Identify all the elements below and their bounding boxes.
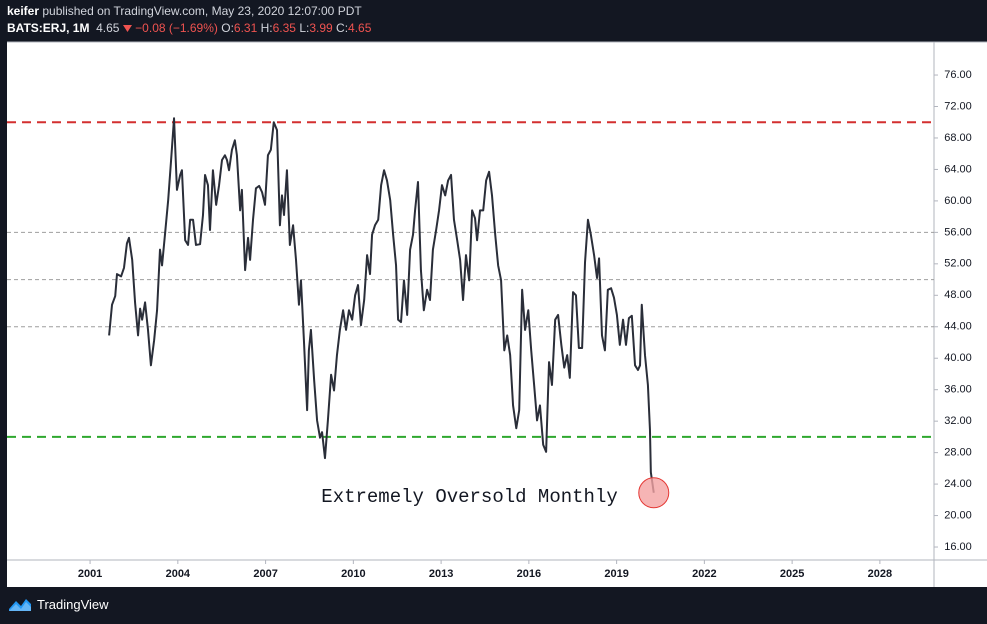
publish-line: keifer published on TradingView.com, May… <box>7 3 371 20</box>
change: −0.08 (−1.69%) <box>135 21 218 35</box>
down-arrow <box>122 25 132 32</box>
x-tick-label: 2019 <box>604 568 628 580</box>
chart: 16.00 20.00 24.00 28.00 32.00 36.00 40.00 44.00… <box>7 41 987 587</box>
y-tick-label: 60.00 <box>944 195 972 207</box>
y-tick-label: 40.00 <box>944 352 972 364</box>
y-tick-label: 64.00 <box>944 163 972 175</box>
ohlc-label: H: <box>260 21 273 35</box>
symbol: BATS:ERJ, 1M <box>7 21 90 35</box>
footer: TradingView <box>8 596 109 612</box>
series-line <box>108 117 655 493</box>
author: keifer <box>7 4 40 18</box>
y-tick-label: 56.00 <box>944 226 972 238</box>
brand: TradingView <box>37 596 109 612</box>
x-tick-label: 2013 <box>429 568 453 580</box>
y-tick-label: 76.00 <box>944 69 972 81</box>
x-tick-label: 2007 <box>253 568 277 580</box>
published: published on TradingView.com, May 23, 20… <box>42 4 362 18</box>
x-tick-label: 2004 <box>166 568 191 580</box>
ohlc-label: O: <box>221 21 234 35</box>
y-tick-label: 72.00 <box>944 100 972 112</box>
ohlc-value: 4.65 <box>348 21 372 35</box>
x-tick-label: 2010 <box>341 568 365 580</box>
annotation-text: Extremely Oversold Monthly <box>321 486 617 508</box>
y-tick-label: 16.00 <box>944 541 972 553</box>
x-tick-label: 2001 <box>78 568 102 580</box>
annotation-circle <box>638 477 670 509</box>
y-tick-label: 32.00 <box>944 415 972 427</box>
y-tick-label: 48.00 <box>944 289 972 301</box>
y-tick-label: 20.00 <box>944 509 972 521</box>
ohlc-label: C: <box>336 21 349 35</box>
x-tick-label: 2022 <box>692 568 716 580</box>
y-tick-label: 36.00 <box>944 384 972 396</box>
y-tick-label: 28.00 <box>944 447 972 459</box>
y-tick-label: 44.00 <box>944 321 972 333</box>
ohlc: O:6.31 H:6.35 L:3.99 C:4.65 <box>221 21 371 35</box>
ohlc-value: 6.35 <box>272 21 296 35</box>
header: keifer published on TradingView.com, May… <box>7 3 371 37</box>
ohlc-value: 6.31 <box>233 21 258 35</box>
y-tick-label: 68.00 <box>944 132 972 144</box>
chart-background <box>7 42 987 587</box>
ohlc-value: 3.99 <box>309 21 333 35</box>
x-tick-label: 2025 <box>780 568 804 580</box>
x-tick-label: 2028 <box>868 568 892 580</box>
x-tick-label: 2016 <box>517 568 541 580</box>
logo <box>9 599 31 611</box>
symbol-line: BATS:ERJ, 1M 4.65 −0.08 (−1.69%) O:6.31 … <box>7 20 371 37</box>
ohlc-label: L: <box>299 21 310 35</box>
last-price: 4.65 <box>96 21 120 35</box>
y-tick-label: 24.00 <box>944 478 972 490</box>
y-tick-label: 52.00 <box>944 258 972 270</box>
